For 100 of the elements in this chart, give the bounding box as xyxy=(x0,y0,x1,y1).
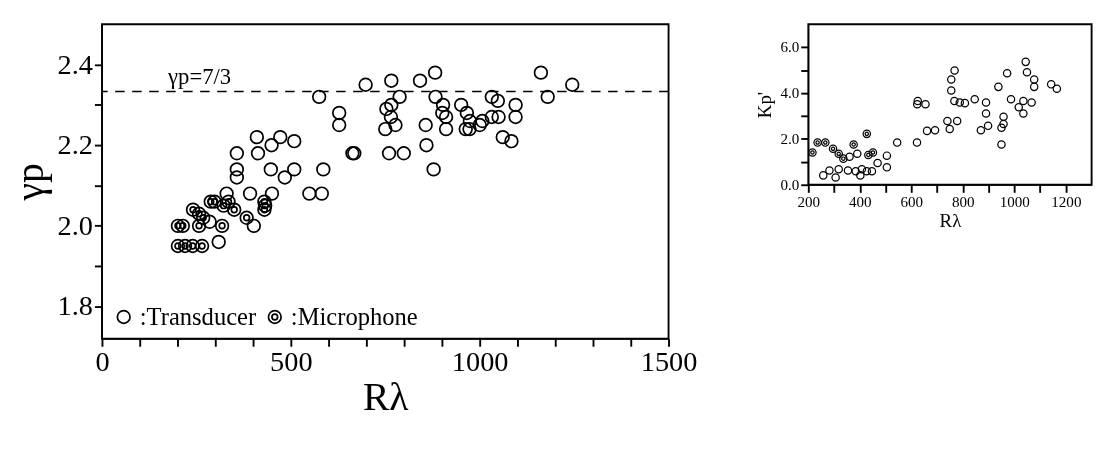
point xyxy=(214,218,230,234)
point xyxy=(856,171,865,180)
point xyxy=(1022,67,1032,77)
point xyxy=(834,164,843,174)
point xyxy=(808,148,817,157)
y-tick-label: 1.8 xyxy=(57,290,94,322)
point xyxy=(960,98,970,108)
point xyxy=(175,218,190,234)
point xyxy=(257,198,273,213)
point xyxy=(1021,57,1030,67)
point xyxy=(191,206,207,221)
point xyxy=(912,138,922,147)
point xyxy=(945,124,954,134)
point xyxy=(185,238,200,254)
point xyxy=(997,140,1006,149)
point xyxy=(207,194,222,209)
y-tick-label: 2.2 xyxy=(57,129,94,161)
y-tick-label: 0.0 xyxy=(780,176,800,193)
point xyxy=(999,112,1008,121)
x-tick-label: 1000 xyxy=(999,193,1030,210)
x-tick-label: 0 xyxy=(95,346,110,378)
y-tick-label: 6.0 xyxy=(780,39,800,56)
point xyxy=(257,194,272,209)
legend-label: :Transducer xyxy=(139,302,257,330)
point xyxy=(994,82,1003,92)
point xyxy=(839,154,848,163)
point xyxy=(177,238,193,254)
x-tick-label: 600 xyxy=(900,193,924,210)
point xyxy=(922,126,932,136)
x-axis-title: Rλ xyxy=(362,375,410,419)
point xyxy=(1006,94,1016,104)
point xyxy=(981,109,991,118)
point xyxy=(892,138,902,147)
point xyxy=(170,238,186,254)
y-tick-label: 4.0 xyxy=(780,85,800,102)
point xyxy=(882,163,892,172)
point xyxy=(170,218,186,234)
point xyxy=(873,158,882,168)
point xyxy=(1029,82,1039,92)
point xyxy=(867,166,877,176)
point xyxy=(999,119,1008,129)
point xyxy=(813,138,822,147)
point xyxy=(1002,69,1012,78)
point xyxy=(196,210,211,225)
point xyxy=(913,96,923,106)
point xyxy=(831,173,840,182)
x-tick-label: 1000 xyxy=(451,346,509,378)
point xyxy=(882,151,892,160)
point xyxy=(997,123,1006,132)
point xyxy=(257,202,272,217)
point xyxy=(221,194,236,209)
point xyxy=(849,140,858,149)
x-tick-label: 800 xyxy=(952,193,975,210)
point xyxy=(185,202,201,217)
point xyxy=(976,125,986,135)
point xyxy=(970,94,979,104)
point xyxy=(216,198,231,213)
annotation: γp=7/3 xyxy=(167,63,232,89)
point xyxy=(1019,96,1028,106)
point xyxy=(851,166,860,176)
point xyxy=(834,149,843,159)
point xyxy=(868,148,878,157)
y-axis-title: Kp' xyxy=(754,91,776,119)
point xyxy=(1046,80,1056,89)
point xyxy=(930,125,940,135)
point xyxy=(1029,75,1039,84)
point xyxy=(825,166,834,175)
y-axis-title: γp xyxy=(8,163,53,202)
point xyxy=(843,166,853,175)
y-tick-label: 2.4 xyxy=(57,48,94,80)
point xyxy=(950,96,959,106)
point xyxy=(864,150,873,160)
point xyxy=(946,86,956,95)
point xyxy=(818,171,828,180)
point xyxy=(852,149,862,159)
point xyxy=(845,152,854,162)
x-tick-label: 200 xyxy=(797,193,821,210)
point xyxy=(983,121,993,131)
point xyxy=(950,66,959,75)
point xyxy=(191,218,207,234)
x-axis-title: Rλ xyxy=(939,209,963,231)
point xyxy=(946,75,956,84)
x-tick-label: 500 xyxy=(270,346,313,378)
point xyxy=(943,116,952,126)
point xyxy=(1052,84,1062,93)
point xyxy=(1014,103,1024,112)
point xyxy=(981,98,991,107)
x-tick-label: 400 xyxy=(848,193,872,210)
y-tick-label: 2.0 xyxy=(57,209,94,241)
point xyxy=(1019,109,1028,118)
x-tick-label: 1200 xyxy=(1051,193,1082,210)
y-tick-label: 2.0 xyxy=(780,131,800,148)
point xyxy=(1027,98,1036,107)
point xyxy=(862,129,872,139)
point xyxy=(227,202,242,217)
point xyxy=(857,164,867,174)
point xyxy=(862,166,872,176)
point xyxy=(912,100,922,109)
point xyxy=(828,144,838,154)
point xyxy=(921,100,930,109)
